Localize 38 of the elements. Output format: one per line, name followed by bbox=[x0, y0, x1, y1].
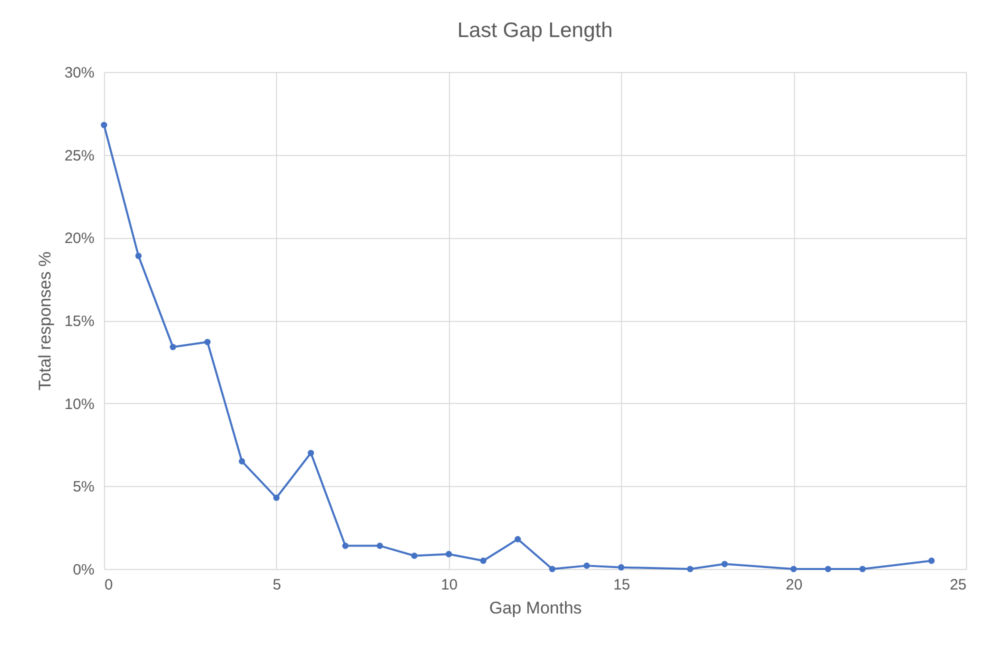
point bbox=[480, 558, 486, 564]
point bbox=[273, 494, 280, 501]
point bbox=[514, 536, 521, 542]
point bbox=[618, 564, 624, 570]
point bbox=[687, 566, 694, 572]
point bbox=[100, 122, 108, 128]
y-tick-label: 5% bbox=[72, 478, 94, 496]
x-axis-title: Gap Months bbox=[489, 598, 582, 618]
point bbox=[790, 566, 797, 572]
chart-title: Last Gap Length bbox=[457, 19, 613, 42]
point bbox=[204, 338, 211, 346]
point bbox=[411, 552, 418, 559]
point bbox=[446, 550, 452, 558]
point bbox=[376, 542, 383, 549]
y-tick-label: 25% bbox=[64, 147, 94, 164]
y-axis-title: Total responses % bbox=[35, 252, 54, 390]
point bbox=[549, 566, 556, 572]
x-tick-label: 20 bbox=[786, 576, 802, 594]
point bbox=[135, 252, 142, 260]
x-tick-label: 25 bbox=[950, 576, 966, 594]
y-tick-label: 30% bbox=[64, 64, 94, 82]
point bbox=[824, 566, 832, 572]
x-tick-label: 5 bbox=[272, 576, 282, 594]
point bbox=[342, 542, 349, 549]
point bbox=[238, 458, 246, 464]
x-tick-label: 10 bbox=[440, 576, 458, 594]
y-tick-label: 0% bbox=[72, 562, 94, 578]
x-tick-label: 15 bbox=[613, 576, 630, 594]
x-tick-label: 0 bbox=[104, 576, 113, 594]
y-tick-label: 20% bbox=[64, 230, 94, 248]
y-tick-label: 10% bbox=[64, 396, 94, 413]
point bbox=[170, 344, 176, 350]
y-tick-label: 15% bbox=[64, 313, 94, 330]
point bbox=[928, 558, 935, 564]
point bbox=[308, 450, 314, 456]
point bbox=[721, 560, 728, 568]
point bbox=[859, 566, 866, 572]
point bbox=[584, 562, 590, 569]
